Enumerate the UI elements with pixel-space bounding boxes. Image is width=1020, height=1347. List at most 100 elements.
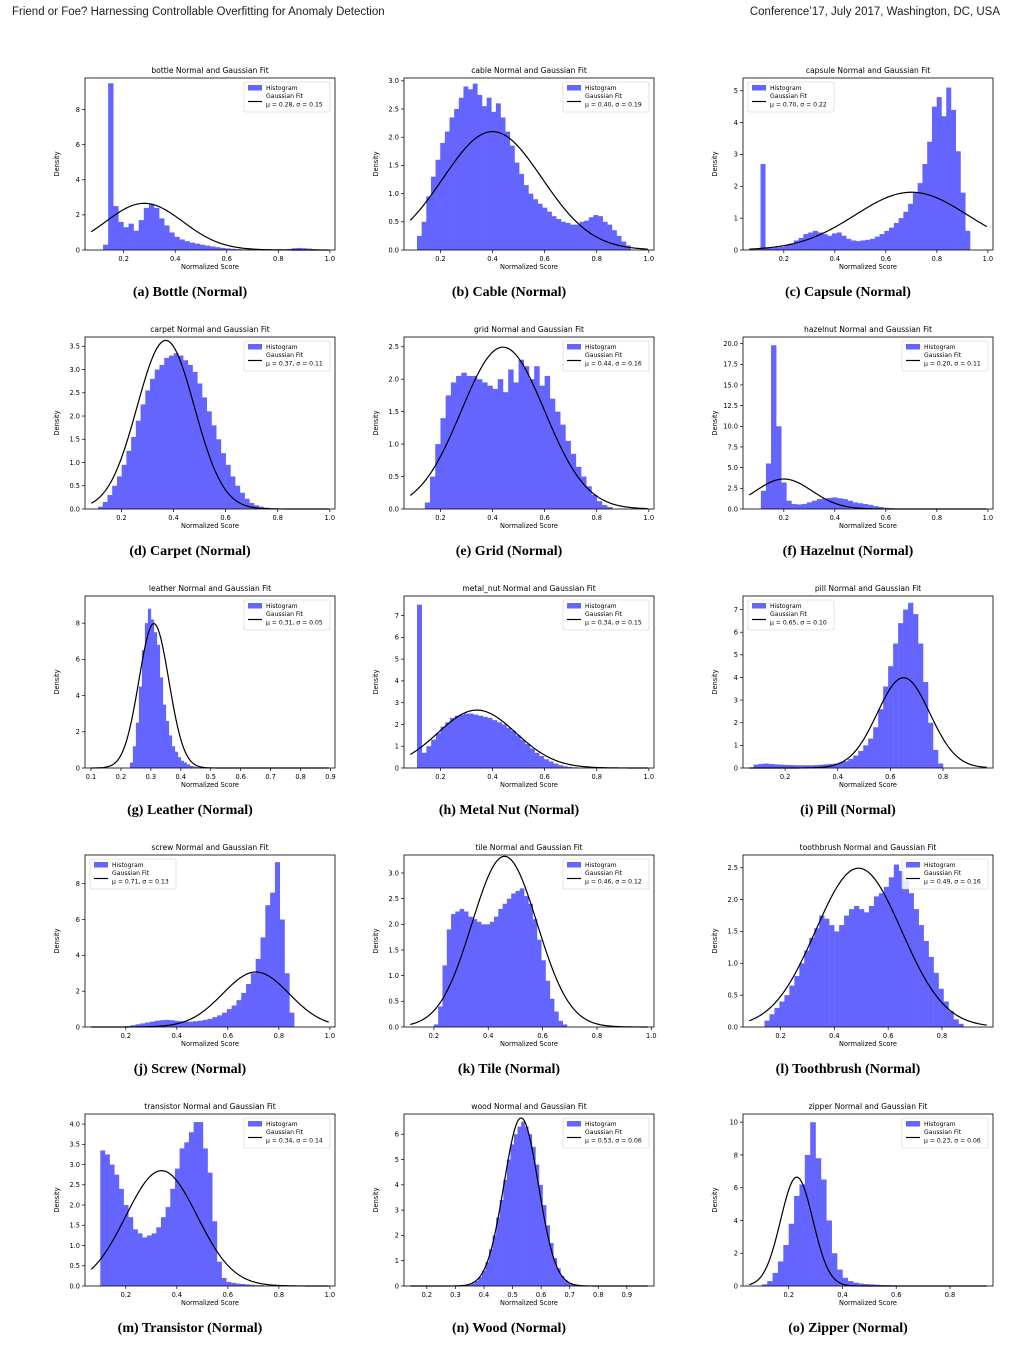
histogram-bar bbox=[514, 162, 520, 250]
histogram-bar bbox=[791, 504, 797, 509]
histogram-bar bbox=[463, 86, 469, 250]
histogram-bar bbox=[761, 1284, 768, 1286]
y-tick-label: 1 bbox=[734, 214, 738, 222]
histogram-bar bbox=[584, 220, 590, 250]
histogram-bar bbox=[481, 1270, 486, 1286]
chart-title: carpet Normal and Gaussian Fit bbox=[150, 325, 270, 334]
chart-title: hazelnut Normal and Gaussian Fit bbox=[804, 325, 932, 334]
legend-fit-params: μ = 0.31, σ = 0.05 bbox=[266, 619, 323, 626]
histogram-bar bbox=[135, 722, 140, 768]
histogram-bar bbox=[492, 388, 498, 509]
y-tick-label: 3.0 bbox=[389, 77, 400, 85]
y-tick-label: 0.0 bbox=[389, 1023, 400, 1031]
histogram-bar bbox=[204, 245, 211, 250]
legend-histogram-swatch bbox=[567, 344, 581, 350]
histogram-bar bbox=[171, 746, 176, 768]
histogram-bar bbox=[542, 207, 548, 250]
histogram-bar bbox=[184, 1142, 190, 1286]
plot-frame bbox=[403, 1113, 655, 1287]
histogram-bar bbox=[222, 1012, 228, 1027]
chart-svg: carpet Normal and Gaussian Fit 0.2 0.4 0.6 0… bbox=[53, 325, 336, 530]
histogram-bar bbox=[560, 424, 566, 509]
histogram-bar bbox=[808, 232, 814, 250]
histogram-bar bbox=[525, 744, 531, 768]
histogram-bar bbox=[621, 241, 627, 250]
histogram-bar bbox=[810, 1122, 816, 1286]
y-tick-label: 3 bbox=[395, 699, 399, 707]
histogram-bar bbox=[202, 1148, 208, 1286]
histogram-bar bbox=[220, 453, 226, 509]
legend-fit-label: Gaussian Fit bbox=[585, 870, 623, 877]
histogram-bar bbox=[928, 956, 934, 1027]
histogram-bar bbox=[210, 246, 216, 250]
y-tick-label: 2.0 bbox=[728, 896, 739, 904]
chart-title: toothbrush Normal and Gaussian Fit bbox=[800, 843, 937, 852]
histogram-bar bbox=[212, 1017, 218, 1027]
subfigure-caption: (i) Pill (Normal) bbox=[800, 803, 896, 818]
legend-histogram-label: Histogram bbox=[585, 85, 617, 92]
histogram-bar bbox=[511, 893, 516, 1027]
y-tick-label: 7 bbox=[395, 612, 399, 620]
plot-frame bbox=[84, 595, 336, 769]
histogram-bar bbox=[844, 915, 850, 1027]
histogram-bar bbox=[903, 211, 909, 250]
histogram-bar bbox=[786, 500, 792, 509]
legend-fit-label: Gaussian Fit bbox=[924, 1129, 962, 1136]
histogram-bar bbox=[445, 722, 451, 768]
legend-histogram-label: Histogram bbox=[585, 344, 617, 351]
y-tick-label: 1 bbox=[734, 742, 738, 750]
x-axis-label: Normalized Score bbox=[181, 522, 239, 530]
chart-title: wood Normal and Gaussian Fit bbox=[471, 1102, 587, 1111]
subfigure-caption: (a) Bottle (Normal) bbox=[132, 285, 248, 300]
histogram-bar bbox=[889, 227, 895, 250]
x-tick-label: 0.8 bbox=[274, 1291, 285, 1299]
y-tick-label: 3.0 bbox=[70, 366, 81, 374]
histogram-bar bbox=[135, 420, 141, 509]
histogram-bar bbox=[142, 1237, 148, 1286]
histogram-bar bbox=[189, 765, 194, 768]
histogram-bar bbox=[174, 236, 180, 250]
x-tick-label: 0.3 bbox=[146, 773, 157, 781]
legend-fit-label: Gaussian Fit bbox=[112, 870, 150, 877]
histogram-bar bbox=[616, 235, 622, 250]
legend-histogram-label: Histogram bbox=[585, 862, 617, 869]
histogram-bar bbox=[917, 183, 923, 250]
legend-fit-label: Gaussian Fit bbox=[585, 1129, 623, 1136]
histogram-bar bbox=[207, 1172, 213, 1286]
histogram-bar bbox=[478, 1277, 483, 1286]
y-tick-label: 1 bbox=[395, 743, 399, 751]
histogram-bar bbox=[440, 142, 446, 250]
y-tick-label: 2 bbox=[76, 211, 80, 219]
histogram-bar bbox=[174, 751, 179, 768]
plot-frame bbox=[84, 854, 336, 1028]
histogram-bar bbox=[776, 426, 782, 509]
histogram-bar bbox=[933, 972, 939, 1027]
histogram-bar bbox=[183, 360, 189, 509]
y-tick-label: 4 bbox=[734, 119, 738, 127]
histogram-bar bbox=[779, 246, 785, 250]
histogram-bar bbox=[180, 760, 185, 768]
x-tick-label: 0.4 bbox=[832, 773, 843, 781]
histogram-bar bbox=[893, 643, 899, 768]
legend-fit-params: μ = 0.23, σ = 0.06 bbox=[924, 1137, 981, 1144]
legend-histogram-label: Histogram bbox=[924, 862, 956, 869]
chart-panel: cable Normal and Gaussian Fit 0.2 0.4 0.6 0.… bbox=[359, 60, 659, 290]
histogram-bar bbox=[467, 1284, 472, 1286]
histogram-bar bbox=[284, 973, 290, 1027]
x-tick-label: 1.0 bbox=[646, 1032, 657, 1040]
histogram-bar bbox=[760, 490, 767, 509]
histogram-bar bbox=[567, 766, 573, 768]
histogram-bar bbox=[549, 998, 555, 1027]
histogram-bar bbox=[570, 453, 577, 509]
histogram-bar bbox=[260, 937, 266, 1027]
histogram-bar bbox=[499, 1200, 504, 1286]
histogram-bar bbox=[806, 502, 813, 509]
chart-title: zipper Normal and Gaussian Fit bbox=[809, 1102, 928, 1111]
histogram-bar bbox=[430, 176, 436, 250]
histogram-bar bbox=[883, 686, 889, 768]
histogram-bar bbox=[118, 221, 124, 250]
histogram-bar bbox=[788, 765, 794, 768]
y-tick-label: 1.0 bbox=[389, 440, 400, 448]
